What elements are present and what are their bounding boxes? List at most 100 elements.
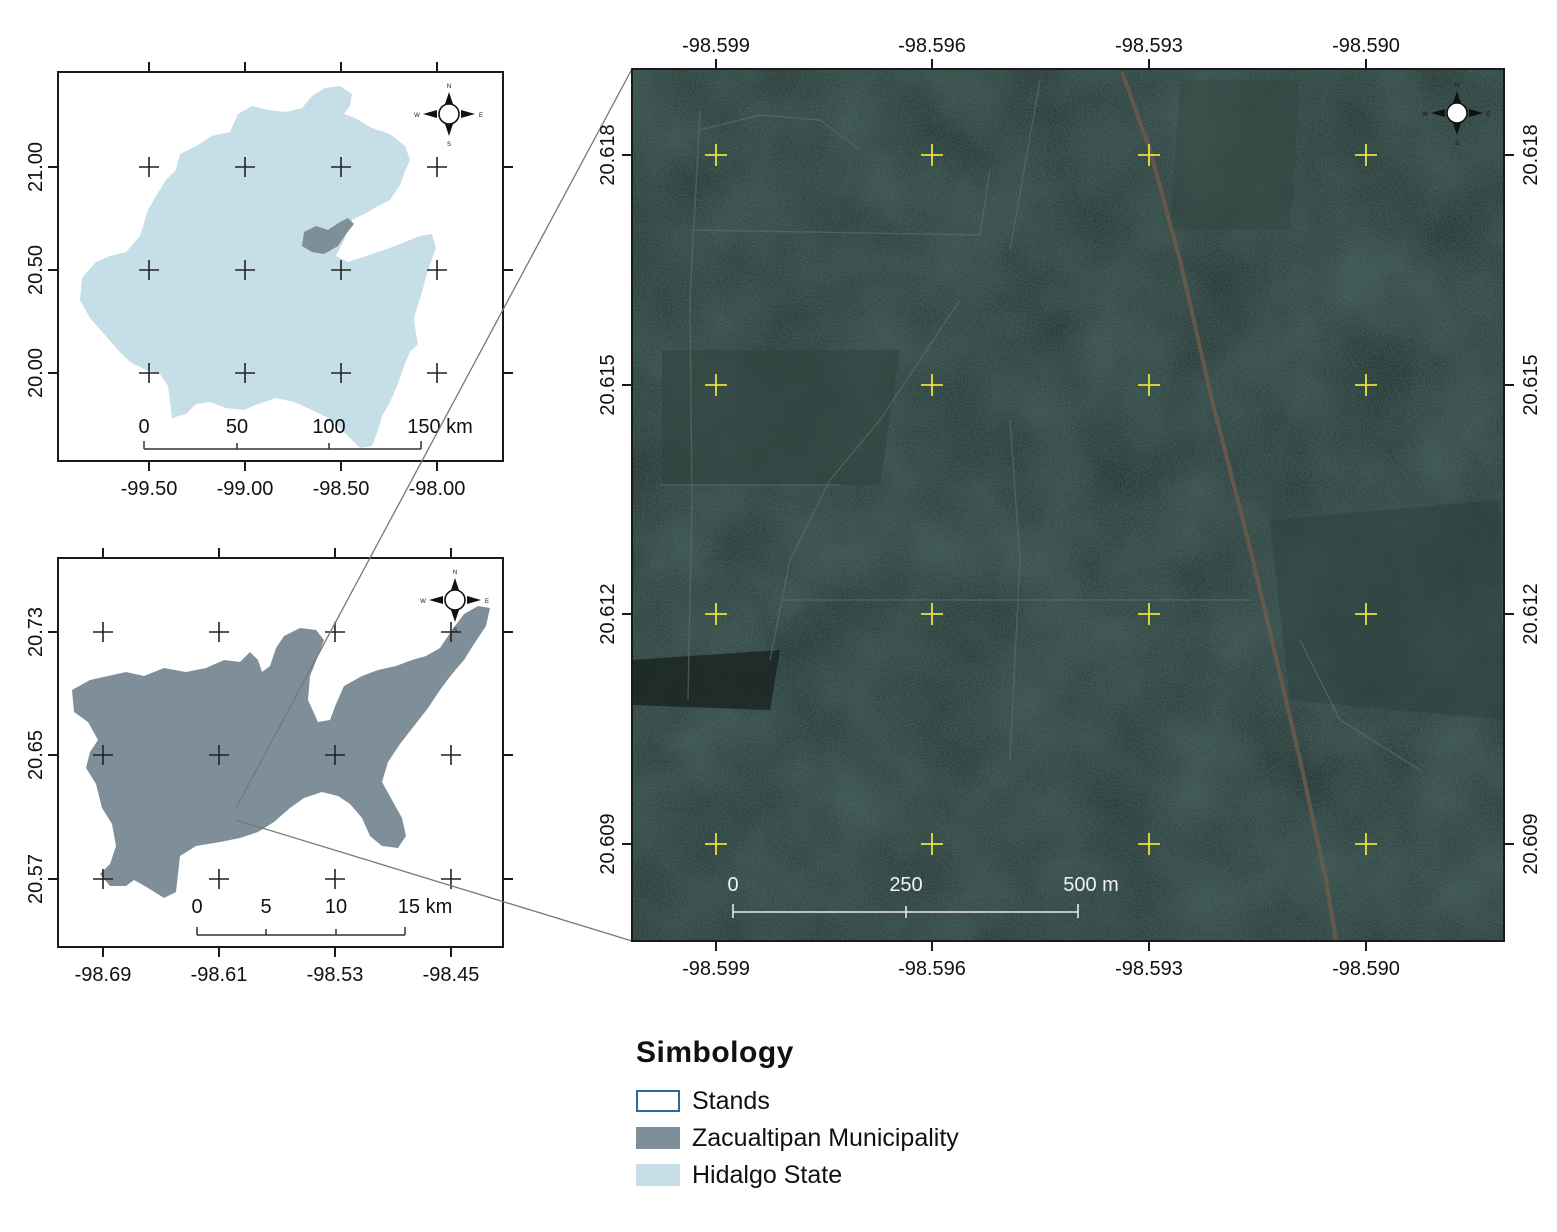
zacualtipan-scale-label-2: 10 xyxy=(325,896,347,918)
zacualtipan-y-tick-label: 20.73 xyxy=(25,607,47,657)
graticule-cross xyxy=(705,833,727,855)
main-scale-label-0: 0 xyxy=(727,874,738,896)
legend-item-stands: Stands xyxy=(636,1086,770,1116)
main-y-tick-label-right: 20.615 xyxy=(1520,354,1542,415)
graticule-cross xyxy=(705,144,727,166)
graticule-cross xyxy=(235,363,255,383)
zacualtipan-scale-label-3: 15 km xyxy=(398,896,452,918)
main-x-tick-label-bottom: -98.599 xyxy=(682,958,750,980)
hidalgo-frame-ticks xyxy=(48,62,513,471)
graticule-cross xyxy=(921,603,943,625)
main-x-tick-label-bottom: -98.596 xyxy=(898,958,966,980)
zacualtipan-y-tick-label: 20.65 xyxy=(25,730,47,780)
main-scale-label-1: 250 xyxy=(889,874,922,896)
main-y-tick-label-left: 20.609 xyxy=(597,813,619,874)
compass-rose-icon: N S E W xyxy=(414,84,483,148)
graticule-cross xyxy=(235,260,255,280)
main-x-tick-label-top: -98.599 xyxy=(682,35,750,57)
compass-rose-icon: N S E W xyxy=(1422,83,1491,147)
hidalgo-scale-label-0: 0 xyxy=(138,416,149,438)
hidalgo-y-axis-labels: 21.00 20.50 20.00 xyxy=(25,142,47,398)
main-x-tick-label-top: -98.593 xyxy=(1115,35,1183,57)
graticule-cross xyxy=(1138,833,1160,855)
graticule-cross xyxy=(139,260,159,280)
municipality-swatch xyxy=(636,1127,680,1149)
graticule-cross xyxy=(235,157,255,177)
zoom-connector-lines xyxy=(235,68,633,942)
compass-rose-icon: N S E W xyxy=(420,570,489,634)
zacualtipan-x-tick-label: -98.61 xyxy=(191,964,248,986)
hidalgo-state-shape xyxy=(80,86,436,448)
hidalgo-scale-label-2: 100 xyxy=(312,416,345,438)
legend-item-state: Hidalgo State xyxy=(636,1160,842,1190)
zacualtipan-y-axis-labels: 20.73 20.65 20.57 xyxy=(25,607,47,904)
zacualtipan-y-tick-label: 20.57 xyxy=(25,854,47,904)
compass-letter: N xyxy=(453,570,457,576)
main-y-tick-label-left: 20.618 xyxy=(597,124,619,185)
graticule-cross xyxy=(1138,374,1160,396)
graticule-cross xyxy=(427,157,447,177)
zacualtipan-frame-ticks xyxy=(48,548,513,957)
zacualtipan-x-tick-label: -98.45 xyxy=(423,964,480,986)
stand-boundaries xyxy=(662,79,1421,771)
graticule-cross xyxy=(93,745,113,765)
hidalgo-state-map: N S E W 0 50 100 150 km -99.50 -99.00 -98.5… xyxy=(25,62,513,500)
main-x-axis-labels-bottom: -98.599 -98.596 -98.593 -98.590 xyxy=(682,958,1400,980)
hidalgo-x-tick-label: -98.00 xyxy=(409,478,466,500)
legend-label: Zacualtipan Municipality xyxy=(692,1123,959,1152)
graticule-cross xyxy=(209,622,229,642)
compass-letter: S xyxy=(1455,141,1459,147)
graticule-cross xyxy=(1138,144,1160,166)
main-map-frame xyxy=(631,68,1505,942)
zacualtipan-scale-label-1: 5 xyxy=(260,896,271,918)
hidalgo-graticule-crosses xyxy=(139,157,447,383)
hidalgo-x-tick-label: -98.50 xyxy=(313,478,370,500)
main-x-tick-label-top: -98.590 xyxy=(1332,35,1400,57)
hidalgo-x-tick-label: -99.00 xyxy=(217,478,274,500)
zacualtipan-x-tick-label: -98.69 xyxy=(75,964,132,986)
compass-letter: W xyxy=(414,113,420,119)
state-swatch xyxy=(636,1164,680,1186)
compass-letter: N xyxy=(1455,83,1459,89)
graticule-cross xyxy=(1355,144,1377,166)
stands-swatch xyxy=(636,1090,680,1112)
graticule-cross xyxy=(93,869,113,889)
legend-item-municipality: Zacualtipan Municipality xyxy=(636,1123,959,1153)
main-scale-bar: 0 250 500 m xyxy=(727,874,1119,918)
graticule-cross xyxy=(921,144,943,166)
compass-letter: S xyxy=(447,142,451,148)
graticule-cross xyxy=(331,363,351,383)
graticule-cross xyxy=(325,745,345,765)
graticule-cross xyxy=(209,869,229,889)
graticule-cross xyxy=(921,374,943,396)
hidalgo-x-axis-labels: -99.50 -99.00 -98.50 -98.00 xyxy=(121,478,466,500)
main-x-axis-labels-top: -98.599 -98.596 -98.593 -98.590 xyxy=(682,35,1400,57)
compass-letter: N xyxy=(447,84,451,90)
graticule-cross xyxy=(921,833,943,855)
graticule-cross xyxy=(427,363,447,383)
zacualtipan-compass: N S E W xyxy=(420,570,489,634)
main-y-tick-label-left: 20.615 xyxy=(597,354,619,415)
zacualtipan-municipality-shape xyxy=(72,606,490,898)
compass-letter: S xyxy=(453,628,457,634)
graticule-cross xyxy=(705,603,727,625)
graticule-cross xyxy=(441,622,461,642)
zacualtipan-scale-label-0: 0 xyxy=(191,896,202,918)
graticule-cross xyxy=(427,260,447,280)
legend-label: Stands xyxy=(692,1086,770,1115)
graticule-cross xyxy=(1355,603,1377,625)
legend-title: Simbology xyxy=(636,1036,794,1069)
main-x-tick-label-bottom: -98.590 xyxy=(1332,958,1400,980)
graticule-cross xyxy=(139,363,159,383)
main-compass: N S E W xyxy=(1422,83,1491,147)
road-trail xyxy=(1120,71,1338,941)
compass-letter: E xyxy=(479,113,483,119)
zacualtipan-scale-bar: 0 5 10 15 km xyxy=(191,896,452,936)
graticule-cross xyxy=(93,622,113,642)
hidalgo-scale-label-1: 50 xyxy=(226,416,248,438)
graticule-cross xyxy=(139,157,159,177)
graticule-cross xyxy=(325,622,345,642)
graticule-cross xyxy=(209,745,229,765)
compass-letter: E xyxy=(1487,112,1491,118)
legend-label: Hidalgo State xyxy=(692,1160,843,1189)
